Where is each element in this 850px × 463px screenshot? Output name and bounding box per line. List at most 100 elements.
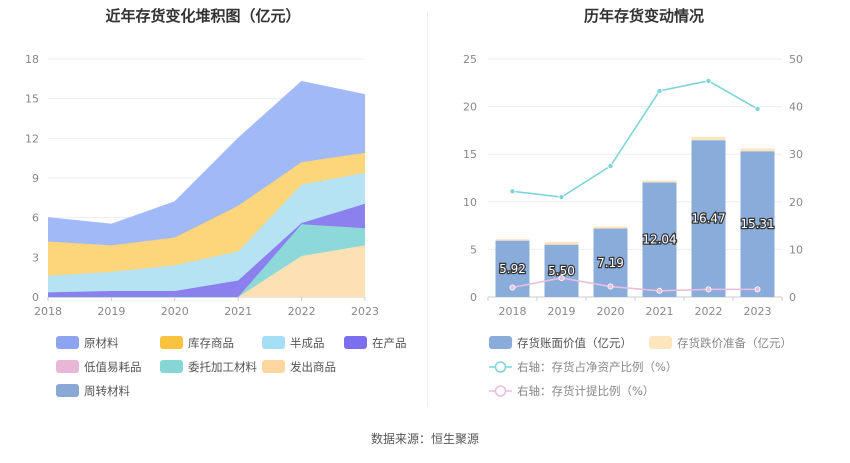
- line-point-0: [656, 87, 663, 94]
- left-y-tick-label: 18: [25, 53, 39, 66]
- right-legend-label: 右轴：存货占净资产比例（%）: [517, 360, 677, 374]
- left-x-tick-label: 2020: [161, 305, 189, 318]
- data-source-note: 数据来源：恒生聚源: [370, 432, 479, 446]
- left-legend-swatch: [160, 360, 183, 373]
- line-point-0: [705, 77, 712, 84]
- bar-impairment-reserve: [691, 136, 726, 141]
- right-x-tick-label: 2020: [597, 305, 625, 318]
- bar-value-label: 7.19: [597, 256, 624, 270]
- right-bars: 5.92 5.50 7.19 12.04 16.47 15.31: [495, 136, 776, 297]
- right-left-y-tick-label: 10: [463, 196, 477, 209]
- right-x-tick-label: 2021: [646, 305, 674, 318]
- right-legend-marker: [494, 385, 507, 397]
- bar-value-label: 16.47: [691, 212, 725, 226]
- line-point-0: [558, 194, 565, 201]
- left-x-tick-label: 2022: [288, 305, 316, 318]
- left-legend-label: 库存商品: [188, 336, 234, 350]
- area-layer-4: [48, 152, 365, 276]
- left-y-tick-label: 9: [32, 172, 39, 185]
- left-x-tick-label: 2021: [224, 305, 252, 318]
- left-area-layers: [47, 80, 366, 298]
- line-point-0: [754, 105, 761, 112]
- line-point-1: [509, 284, 516, 291]
- bar-book-value: [740, 151, 775, 297]
- right-left-y-tick-label: 25: [463, 53, 477, 66]
- right-axis-labels: 0 5 10 15 20 25 0 10 20 30 40 50 2018 2019 2020 2021 202…: [463, 53, 803, 318]
- line-point-1: [656, 287, 663, 294]
- bar-book-value: [642, 182, 677, 297]
- area-edge-5: [47, 80, 366, 225]
- right-right-y-tick-label: 50: [789, 53, 803, 66]
- bar-book-value: [691, 140, 726, 297]
- right-right-y-tick-label: 20: [789, 196, 803, 209]
- right-left-y-tick-label: 15: [463, 148, 477, 161]
- line-series-0: [512, 80, 758, 198]
- right-left-y-tick-label: 0: [470, 291, 477, 304]
- line-point-1: [607, 283, 614, 290]
- right-x-tick-label: 2018: [499, 305, 527, 318]
- area-layer-0: [48, 245, 365, 297]
- left-y-tick-label: 6: [32, 212, 39, 225]
- left-chart-title: 近年存货变化堆积图（亿元）: [105, 7, 300, 25]
- left-legend-swatch: [160, 336, 183, 349]
- left-legend-label: 半成品: [290, 336, 325, 350]
- area-layer-5: [48, 81, 365, 246]
- bar-value-label: 5.50: [548, 264, 575, 278]
- right-legend-label: 右轴：存货计提比例（%）: [517, 384, 654, 398]
- left-x-tick-label: 2019: [97, 305, 125, 318]
- left-x-tick-label: 2023: [351, 305, 379, 318]
- right-gridlines: [488, 58, 782, 298]
- bar-impairment-reserve: [495, 239, 530, 241]
- right-x-tick-label: 2022: [695, 305, 723, 318]
- right-x-tick-label: 2019: [548, 305, 576, 318]
- right-right-y-tick-label: 40: [789, 101, 803, 114]
- left-legend-label: 发出商品: [290, 360, 336, 374]
- left-legend-label: 周转材料: [84, 384, 130, 398]
- left-y-tick-label: 12: [25, 132, 39, 145]
- bar-value-label: 12.04: [642, 233, 676, 247]
- line-point-1: [558, 274, 565, 281]
- right-left-y-tick-label: 20: [463, 101, 477, 114]
- area-layer-1: [48, 224, 365, 297]
- right-chart-title: 历年存货变动情况: [584, 7, 704, 25]
- bar-impairment-reserve: [544, 241, 579, 245]
- right-left-y-tick-label: 5: [470, 243, 477, 256]
- right-x-tick-label: 2023: [744, 305, 772, 318]
- right-legend-swatch: [649, 336, 672, 349]
- right-legend-label: 存货跌价准备（亿元）: [677, 336, 792, 350]
- right-right-y-tick-label: 30: [789, 148, 803, 161]
- bar-value-label: 5.92: [499, 262, 526, 276]
- right-legend-label: 存货账面价值（亿元）: [517, 336, 632, 350]
- right-legend-swatch: [489, 336, 512, 349]
- panel-divider: [427, 12, 428, 407]
- line-point-1: [754, 286, 761, 293]
- left-legend-label: 原材料: [84, 336, 119, 350]
- right-right-y-tick-label: 0: [789, 291, 796, 304]
- left-legend-swatch: [262, 360, 285, 373]
- left-axis-labels: 0 3 6 9 12 15 18 2018 2019 2020 2021 2022 2023: [25, 53, 379, 318]
- right-legend-marker: [494, 361, 507, 373]
- left-x-tick-label: 2018: [34, 305, 62, 318]
- left-legend-label: 在产品: [372, 336, 407, 350]
- line-point-1: [705, 286, 712, 293]
- left-legend-swatch: [56, 336, 79, 349]
- left-y-tick-label: 15: [25, 93, 39, 106]
- right-right-y-tick-label: 10: [789, 243, 803, 256]
- left-legend-swatch: [56, 384, 79, 397]
- right-lines: [509, 77, 761, 294]
- bar-book-value: [544, 244, 579, 297]
- bar-impairment-reserve: [642, 180, 677, 183]
- bar-impairment-reserve: [740, 148, 775, 152]
- line-point-0: [509, 188, 516, 195]
- left-legend-label: 低值易耗品: [84, 360, 142, 374]
- right-legend[interactable]: 存货账面价值（亿元） 存货跌价准备（亿元）右轴：存货占净资产比例（%） 右轴：存货计…: [489, 336, 792, 398]
- left-legend-label: 委托加工材料: [188, 360, 257, 374]
- left-legend-swatch: [344, 336, 367, 349]
- left-y-tick-label: 3: [32, 251, 39, 264]
- line-series-1: [512, 277, 758, 292]
- line-point-0: [607, 163, 614, 170]
- left-legend-swatch: [262, 336, 285, 349]
- left-legend-swatch: [56, 360, 79, 373]
